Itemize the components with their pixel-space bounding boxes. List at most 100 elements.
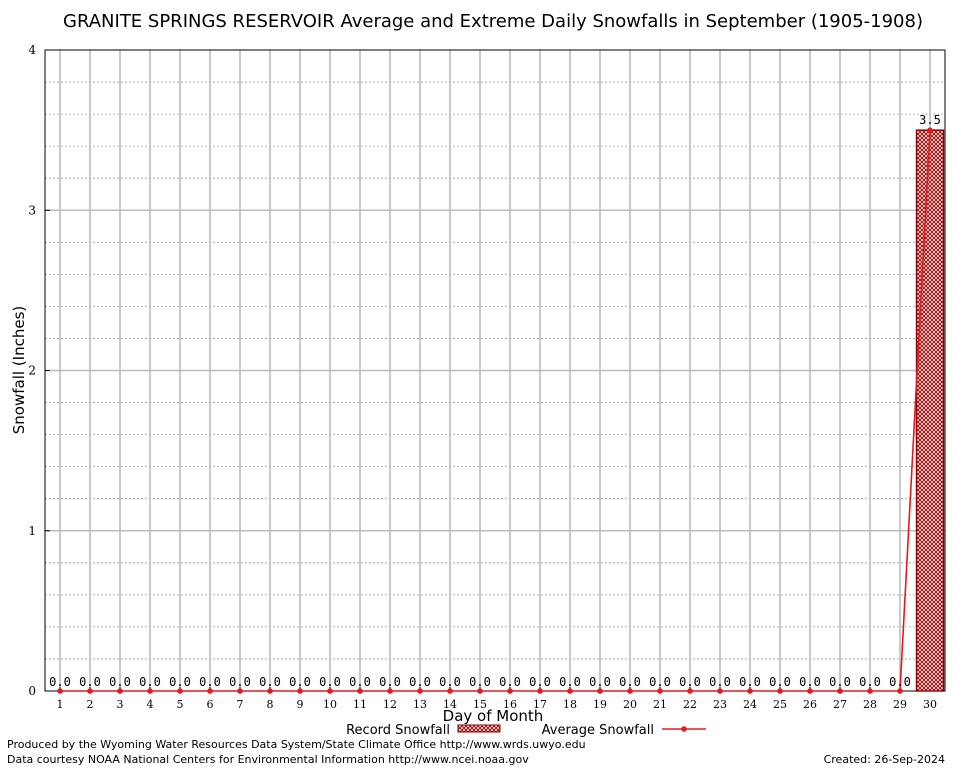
data-label: 0.0 [679,675,701,689]
data-labels: 0.0 0.0 0.0 0.0 0.0 0.0 0.0 0.0 0.0 0.0 0.0 0.0 0.0 0… [49,113,941,689]
average-point [117,688,123,694]
record-bar [915,129,945,692]
y-tick-label: 2 [28,364,36,378]
data-label: 0.0 [289,675,311,689]
x-tick-label: 27 [833,698,847,711]
x-tick-label: 8 [267,698,274,711]
chart-title: GRANITE SPRINGS RESERVOIR Average and Ex… [63,11,923,32]
average-point [657,688,663,694]
legend-swatch-record [457,724,501,733]
x-tick-label: 7 [237,698,244,711]
average-point [57,688,63,694]
data-label: 0.0 [439,675,461,689]
x-tick-label: 20 [623,698,637,711]
data-label: 0.0 [259,675,281,689]
data-label: 0.0 [109,675,131,689]
data-label: 0.0 [559,675,581,689]
average-point [237,688,243,694]
average-point [357,688,363,694]
average-point [807,688,813,694]
x-tick-label: 18 [563,698,577,711]
data-label: 0.0 [799,675,821,689]
data-label: 0.0 [739,675,761,689]
average-point [387,688,393,694]
data-label: 0.0 [499,675,521,689]
average-point [507,688,513,694]
data-label: 0.0 [829,675,851,689]
x-tick-label: 16 [503,698,517,711]
x-tick-label: 24 [743,698,757,711]
data-label: 0.0 [49,675,71,689]
average-point [537,688,543,694]
average-point [327,688,333,694]
data-label: 0.0 [319,675,341,689]
x-tick-label: 19 [593,698,607,711]
data-label: 0.0 [229,675,251,689]
x-tick-label: 21 [653,698,667,711]
data-label: 0.0 [169,675,191,689]
data-label: 0.0 [409,675,431,689]
x-tick-label: 30 [923,698,937,711]
x-tick-label: 9 [297,698,304,711]
x-tick-label: 29 [893,698,907,711]
data-label: 0.0 [649,675,671,689]
data-label: 3.5 [919,113,941,127]
x-tick-label: 23 [713,698,727,711]
x-tick-label: 3 [117,698,124,711]
average-point [447,688,453,694]
average-point [927,127,933,133]
y-axis-label: Snowfall (Inches) [10,306,28,434]
legend: Record Snowfall Average Snowfall [346,723,706,738]
x-tick-label: 25 [773,698,787,711]
data-label: 0.0 [769,675,791,689]
average-point [687,688,693,694]
average-point [597,688,603,694]
average-point [867,688,873,694]
data-label: 0.0 [139,675,161,689]
average-point [87,688,93,694]
y-tick-label: 4 [28,43,36,57]
grid [45,50,945,691]
x-tick-label: 17 [533,698,547,711]
data-label: 0.0 [199,675,221,689]
x-tick-label: 5 [177,698,184,711]
legend-marker-average [681,726,687,732]
x-axis-label: Day of Month [443,707,544,725]
y-tick-label: 1 [28,524,36,538]
data-label: 0.0 [349,675,371,689]
x-tick-label: 28 [863,698,877,711]
average-point [267,688,273,694]
y-axis: 0 1 2 3 4 [28,43,50,698]
average-point [897,688,903,694]
average-point [177,688,183,694]
data-label: 0.0 [589,675,611,689]
average-point [717,688,723,694]
x-tick-label: 13 [413,698,427,711]
data-label: 0.0 [859,675,881,689]
footer-created: Created: 26-Sep-2024 [824,753,945,766]
x-tick-label: 26 [803,698,817,711]
average-point [147,688,153,694]
x-tick-label: 22 [683,698,697,711]
average-line-path [60,130,931,692]
average-point [837,688,843,694]
average-point [207,688,213,694]
data-label: 0.0 [529,675,551,689]
data-label: 0.0 [469,675,491,689]
x-tick-label: 12 [383,698,397,711]
average-point [417,688,423,694]
bars [915,129,945,692]
data-label: 0.0 [619,675,641,689]
data-label: 0.0 [709,675,731,689]
x-tick-label: 1 [57,698,64,711]
data-label: 0.0 [379,675,401,689]
x-tick-label: 14 [443,698,457,711]
x-tick-label: 2 [87,698,94,711]
average-point [567,688,573,694]
average-point [747,688,753,694]
footer-producer: Produced by the Wyoming Water Resources … [7,738,586,751]
average-point [477,688,483,694]
average-line [57,127,933,694]
x-tick-label: 10 [323,698,337,711]
